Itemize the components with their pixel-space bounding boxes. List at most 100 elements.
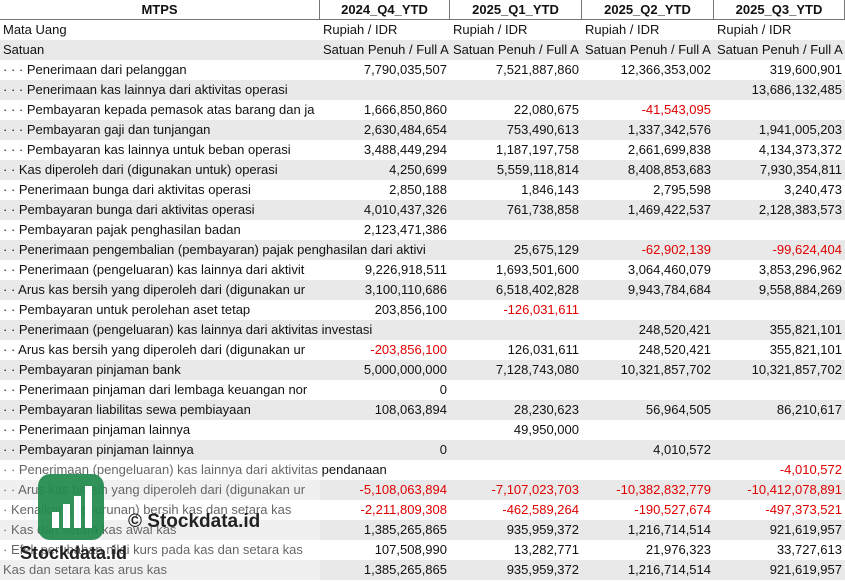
table-row: · Efek perubahan nilai kurs pada kas dan… [0, 540, 845, 560]
cell-value: 2,661,699,838 [627, 142, 711, 157]
cell-value: 107,508,990 [374, 542, 447, 557]
cell-value: 10,321,857,702 [620, 362, 711, 377]
table-row: · · · Penerimaan kas lainnya dari aktivi… [0, 80, 845, 100]
table-row: · · Arus kas bersih yang diperoleh dari … [0, 480, 845, 500]
cell-value: 7,521,887,860 [495, 62, 579, 77]
cell-value: 4,250,699 [389, 162, 447, 177]
cell-value: 319,600,901 [769, 62, 842, 77]
cell-value: Satuan Penuh / Full A [323, 42, 449, 57]
table-row: · · Pembayaran pinjaman bank 5,000,000,00… [0, 360, 845, 380]
row-label: · · Penerimaan (pengeluaran) kas lainnya… [3, 462, 387, 477]
cell-value: 9,226,918,511 [364, 262, 447, 277]
cell-value: 4,010,572 [653, 442, 711, 457]
cell-value: 1,846,143 [521, 182, 579, 197]
table-row: · · Penerimaan (pengeluaran) kas lainnya… [0, 320, 845, 340]
cell-value: -497,373,521 [765, 502, 842, 517]
table-row: Satuan Satuan Penuh / Full A Satuan Penuh … [0, 40, 845, 60]
row-label: · · Pembayaran pinjaman lainnya [3, 442, 194, 457]
row-label: · · Penerimaan (pengeluaran) kas lainnya… [3, 262, 305, 277]
table-row: · · Pembayaran pinjaman lainnya 0 4,010,57… [0, 440, 845, 460]
row-label: · · Arus kas bersih yang diperoleh dari … [3, 342, 306, 357]
table-row: · · Pembayaran liabilitas sewa pembiayaa… [0, 400, 845, 420]
row-label: · · Pembayaran liabilitas sewa pembiayaa… [3, 402, 251, 417]
cell-value: 355,821,101 [769, 342, 842, 357]
row-label: · · Penerimaan (pengeluaran) kas lainnya… [3, 322, 373, 337]
table-row: · · · Pembayaran gaji dan tunjangan 2,630… [0, 120, 845, 140]
cell-value: 28,230,623 [513, 402, 579, 417]
cell-value: 10,321,857,702 [751, 362, 842, 377]
cell-value: -126,031,611 [503, 302, 579, 317]
column-header: 2025_Q2_YTD [582, 0, 714, 20]
cell-value: 4,010,437,326 [363, 202, 447, 217]
cell-value: 3,488,449,294 [363, 142, 447, 157]
table-row: · · Penerimaan pinjaman dari lembaga keu… [0, 380, 845, 400]
cell-value: 248,520,421 [638, 322, 711, 337]
row-label: · · Pembayaran pinjaman bank [3, 362, 181, 377]
cell-value: -41,543,095 [641, 102, 711, 117]
cell-value: 2,850,188 [389, 182, 447, 197]
row-label: · · Pembayaran bunga dari aktivitas oper… [3, 202, 255, 217]
table-row: · · Arus kas bersih yang diperoleh dari … [0, 280, 845, 300]
cell-value: 4,134,373,372 [758, 142, 842, 157]
cell-value: Rupiah / IDR [717, 22, 792, 37]
cell-value: 761,738,858 [506, 202, 579, 217]
row-label: · · Penerimaan pinjaman dari lembaga keu… [3, 382, 308, 397]
cell-value: 1,941,005,203 [758, 122, 842, 137]
cell-value: 5,559,118,814 [496, 162, 579, 177]
cell-value: 1,693,501,600 [495, 262, 579, 277]
cell-value: 1,216,714,514 [627, 522, 711, 537]
cell-value: Rupiah / IDR [323, 22, 398, 37]
cell-value: 9,558,884,269 [758, 282, 842, 297]
cell-value: -5,108,063,894 [359, 482, 447, 497]
row-label: · Efek perubahan nilai kurs pada kas dan… [3, 542, 303, 557]
cell-value: 9,943,784,684 [627, 282, 711, 297]
table-row: · · Pembayaran bunga dari aktivitas oper… [0, 200, 845, 220]
row-label: · · · Pembayaran gaji dan tunjangan [3, 122, 211, 137]
cell-value: 126,031,611 [507, 342, 579, 357]
cell-value: 935,959,372 [506, 562, 579, 577]
cell-value: 49,950,000 [513, 422, 579, 437]
cell-value: 248,520,421 [638, 342, 711, 357]
cell-value: 5,000,000,000 [363, 362, 447, 377]
cell-value: Rupiah / IDR [585, 22, 660, 37]
cell-value: 7,930,354,811 [759, 162, 842, 177]
row-label: · · · Pembayaran kepada pemasok atas bar… [3, 102, 315, 117]
cell-value: 7,790,035,507 [363, 62, 447, 77]
row-label: · · Arus kas bersih yang diperoleh dari … [3, 482, 306, 497]
row-label: · Kenaikan (penurunan) bersih kas dan se… [3, 502, 292, 517]
row-label: Kas dan setara kas arus kas [3, 562, 168, 577]
cell-value: -2,211,809,308 [360, 502, 448, 517]
table-row: · · Penerimaan pengembalian (pembayaran)… [0, 240, 845, 260]
table-row: Kas dan setara kas arus kas 1,385,265,865… [0, 560, 845, 580]
cell-value: 3,240,473 [784, 182, 842, 197]
cell-value: 935,959,372 [506, 522, 579, 537]
cell-value: 13,282,771 [513, 542, 579, 557]
cell-value: 108,063,894 [374, 402, 447, 417]
cell-value: 2,630,484,654 [363, 122, 447, 137]
cell-value: -7,107,023,703 [491, 482, 579, 497]
cell-value: 0 [439, 442, 447, 457]
table-row: · · Pembayaran untuk perolehan aset teta… [0, 300, 845, 320]
cell-value: 1,666,850,860 [363, 102, 447, 117]
row-label: · · Arus kas bersih yang diperoleh dari … [3, 282, 306, 297]
cell-value: -190,527,674 [634, 502, 711, 517]
cell-value: 203,856,100 [374, 302, 447, 317]
cell-value: -99,624,404 [772, 242, 842, 257]
row-label: · · Penerimaan pengembalian (pembayaran)… [3, 242, 426, 257]
cell-value: 86,210,617 [776, 402, 842, 417]
row-label: · · · Penerimaan dari pelanggan [3, 62, 187, 77]
row-label: · · Penerimaan pinjaman lainnya [3, 422, 191, 437]
cell-value: 1,337,342,576 [627, 122, 711, 137]
row-label: · Kas dan setara kas awal kas [3, 522, 177, 537]
table-row: · Kenaikan (penurunan) bersih kas dan se… [0, 500, 845, 520]
cell-value: 33,727,613 [776, 542, 842, 557]
column-header: 2025_Q3_YTD [714, 0, 845, 20]
cell-value: 22,080,675 [513, 102, 579, 117]
cell-value: 921,619,957 [769, 562, 842, 577]
cell-value: Satuan Penuh / Full A [717, 42, 843, 57]
column-header: 2025_Q1_YTD [450, 0, 582, 20]
cell-value: 0 [439, 382, 447, 397]
cell-value: -62,902,139 [641, 242, 711, 257]
cell-value: -203,856,100 [370, 342, 447, 357]
